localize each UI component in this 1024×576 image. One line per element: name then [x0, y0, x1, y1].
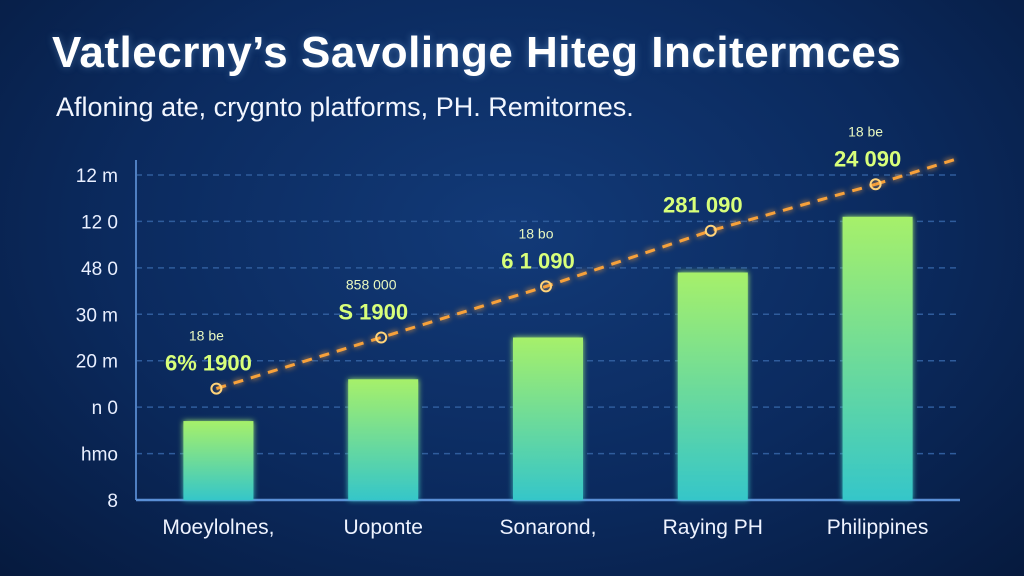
chart-title: Vatlecrny’s Savolinge Hiteg Incitermces [52, 28, 902, 77]
data-label: 24 090 [834, 146, 901, 171]
bar [842, 216, 913, 501]
data-label: 6 1 090 [501, 248, 574, 273]
y-tick-label: 8 [107, 491, 118, 512]
bars [183, 216, 913, 501]
x-tick-label: Sonarond, [500, 516, 597, 539]
data-label-small: 858 000 [346, 277, 397, 293]
trend-marker [210, 382, 223, 395]
y-tick-label: n 0 [92, 398, 118, 419]
trend-marker [869, 178, 882, 191]
x-tick-label: Raying PH [663, 516, 763, 539]
labels: 18 be 6% 1900 858 000 S 1900 18 bo 6 1 090 281… [165, 123, 901, 375]
y-tick-label: 48 0 [81, 259, 118, 280]
y-tick-label: 20 m [76, 352, 118, 373]
data-label-small: 18 be [848, 123, 883, 139]
bar [348, 379, 419, 500]
trend-extension [875, 157, 957, 186]
data-label-small: 18 be [189, 328, 224, 344]
x-tick-label: Moeylolnes, [162, 516, 274, 539]
y-tick-label: 30 m [76, 305, 118, 326]
data-label-small: 18 bo [518, 225, 553, 241]
chart-subtitle: Afloning ate, crygnto platforms, PH. Rem… [56, 92, 634, 122]
y-tick-label: 12 0 [81, 212, 118, 233]
data-label: 281 090 [663, 193, 743, 218]
x-tick-label: Uoponte [343, 516, 422, 539]
axes: 12 m 12 0 48 0 30 m 20 m n 0 hmo 8 Moeylolnes, Uo… [76, 160, 960, 539]
bar [677, 272, 748, 500]
trend-marker [375, 331, 388, 344]
y-tick-label: hmo [81, 445, 118, 466]
trend-marker [540, 280, 552, 293]
bar [513, 337, 583, 500]
trend-marker [704, 224, 717, 237]
data-label: S 1900 [338, 300, 408, 325]
x-tick-label: Philippines [827, 516, 929, 539]
trend-line [210, 157, 957, 395]
trend-path [215, 182, 877, 391]
data-label: 6% 1900 [165, 351, 252, 376]
y-tick-label: 12 m [76, 166, 118, 187]
bar [183, 421, 254, 500]
